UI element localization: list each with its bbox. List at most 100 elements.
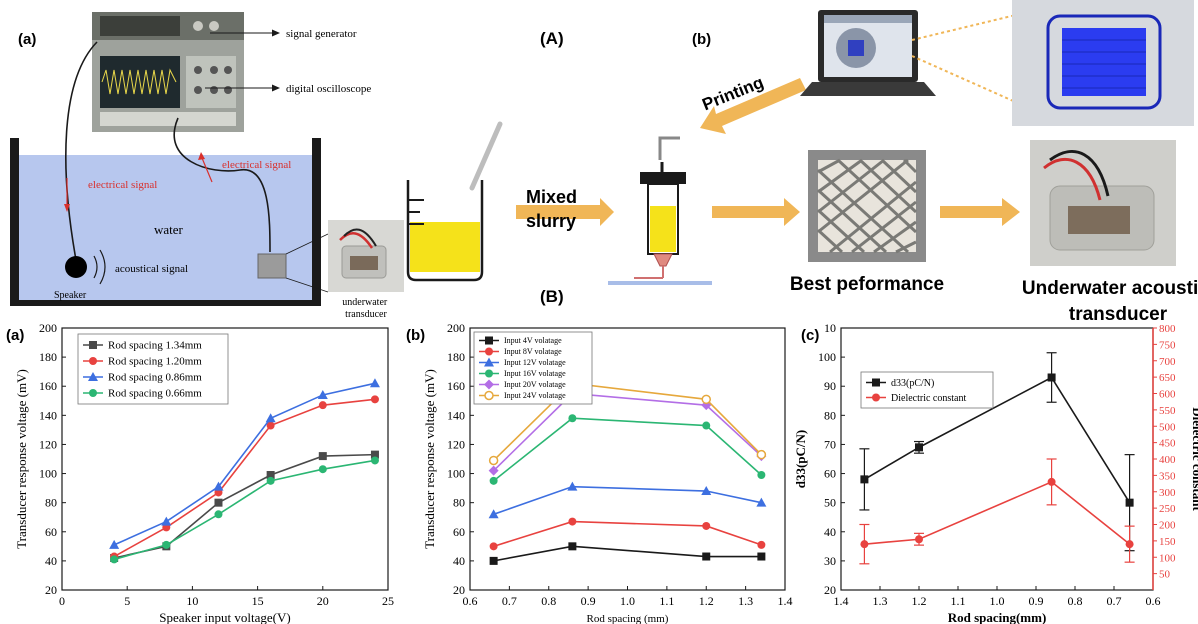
x-tick-label: 1.1: [951, 594, 966, 608]
electrical-arrowhead-left: [64, 204, 70, 212]
series-line: [113, 398, 376, 558]
best-performance-label: Best peformance: [790, 274, 944, 295]
electrical-signal-left-label: electrical signal: [88, 179, 157, 191]
legend-marker: [485, 336, 493, 345]
series-line: [493, 382, 762, 462]
legend-marker: [89, 357, 97, 365]
data-point: [915, 443, 923, 452]
data-point: [370, 450, 379, 459]
x-tick-label: 0.6: [1146, 594, 1161, 608]
y-tick-label: 120: [447, 437, 465, 451]
data-point: [488, 509, 499, 519]
legend-label: Rod spacing 0.86mm: [108, 372, 202, 384]
sound-wave-2: [99, 249, 106, 285]
mixed-slurry-label: Mixed slurry: [526, 187, 582, 231]
right-axis-label: Dielectric constant: [1190, 407, 1198, 511]
data-point: [214, 510, 223, 519]
speaker-cable: [65, 41, 98, 261]
dotted-arrow-top: [911, 13, 1021, 41]
series-a-3: [110, 456, 379, 564]
y-tick-label: 20: [824, 583, 836, 597]
chart-b: (b) 0.6 0.7 0.8 0.9 1.0 1.1 1.2 1.3 1.4 20 40 60 80 10…: [406, 321, 793, 624]
y-tick-label: 160: [447, 379, 465, 393]
data-point: [370, 395, 379, 404]
y-tick-label: 100: [447, 467, 465, 481]
flow-arrow-2: [940, 198, 1020, 226]
right-tick-label: 400: [1159, 454, 1176, 466]
data-point: [266, 471, 275, 480]
right-tick-label: 200: [1159, 520, 1176, 532]
x-tick-label: 0.7: [502, 594, 517, 608]
right-tick-label: 250: [1159, 503, 1176, 515]
y-tick-label: 60: [45, 525, 57, 539]
y-axis-label-b: Transducer response voltage (mV): [422, 369, 437, 549]
data-point: [567, 481, 578, 491]
legend-label: Rod spacing 0.66mm: [108, 388, 202, 400]
y-axis-label-a: Transducer response voltage (mV): [14, 369, 29, 549]
x-tick-label: 1.4: [778, 594, 793, 608]
data-point: [1125, 540, 1134, 549]
flow-arrow-1: [712, 198, 800, 226]
y-tick-label-top: 10: [824, 321, 836, 335]
legend-label: d33(pC/N): [891, 378, 934, 389]
series-line: [863, 376, 1131, 504]
data-point: [568, 542, 577, 551]
right-tick-label: 550: [1159, 405, 1176, 417]
sound-wave-1: [93, 255, 98, 279]
y-tick-label: 80: [824, 408, 836, 422]
series-b-3: [489, 414, 766, 485]
mixed-slurry-line2: slurry: [526, 211, 576, 231]
legend-marker: [485, 347, 493, 356]
data-point: [489, 476, 498, 485]
y-tick-label: 200: [447, 321, 465, 335]
y-tick-label: 140: [39, 408, 57, 422]
right-tick-label: 350: [1159, 470, 1176, 482]
data-point: [757, 552, 766, 561]
x-tick-label: 0.9: [581, 594, 596, 608]
series-c-1: [859, 458, 1135, 565]
y-tick-label: 70: [824, 437, 836, 451]
series-a-2: [109, 378, 380, 549]
underwater-transducer-label: underwater transducer: [342, 297, 389, 320]
series-line: [493, 392, 762, 472]
x-tick-label: 1.1: [659, 594, 674, 608]
legend-label: Input 16V volatage: [504, 369, 566, 378]
underwater-transducer-line1: underwater: [342, 297, 388, 308]
legend-marker: [872, 378, 880, 387]
right-tick-label: 800: [1159, 323, 1176, 335]
final-transducer-photo: [1030, 140, 1176, 266]
data-point: [568, 414, 577, 423]
electrical-arrowhead-right: [198, 152, 205, 160]
dotted-arrow-bottom: [911, 55, 1021, 105]
y-tick-label: 20: [45, 583, 57, 597]
series-line: [493, 520, 762, 548]
series-line: [113, 459, 376, 561]
data-point: [702, 552, 711, 561]
data-point: [489, 556, 498, 565]
y-tick-label: 180: [39, 350, 57, 364]
y-tick-label: 140: [447, 408, 465, 422]
experimental-setup-diagram: (a) signal generator digital oscilloscop…: [10, 12, 404, 320]
right-tick-label: 500: [1159, 421, 1176, 433]
x-tick-label: 15: [252, 594, 264, 608]
series-line: [864, 481, 1131, 545]
data-point: [701, 394, 711, 405]
x-tick-label: 10: [186, 594, 198, 608]
data-point: [318, 465, 327, 474]
x-tick-label: 1.3: [873, 594, 888, 608]
speaker-label: Speaker: [54, 290, 87, 301]
legend-label: Rod spacing 1.34mm: [108, 340, 202, 352]
y-tick-label: 40: [45, 554, 57, 568]
underwater-acoustic-transducer-label: Underwater acoustic transducer: [1022, 278, 1198, 325]
right-tick-label: 50: [1159, 569, 1171, 581]
signal-generator-arrowhead: [272, 29, 280, 37]
data-point: [860, 475, 869, 484]
printing-arrow: [700, 78, 806, 134]
laptop-icon: [800, 10, 936, 96]
data-point: [1047, 477, 1056, 486]
series-line: [493, 417, 762, 482]
x-tick-label: 0.7: [1107, 594, 1122, 608]
oscilloscope-photo: [92, 12, 244, 132]
y-tick-label: 40: [453, 554, 465, 568]
right-tick-label: 150: [1159, 536, 1176, 548]
